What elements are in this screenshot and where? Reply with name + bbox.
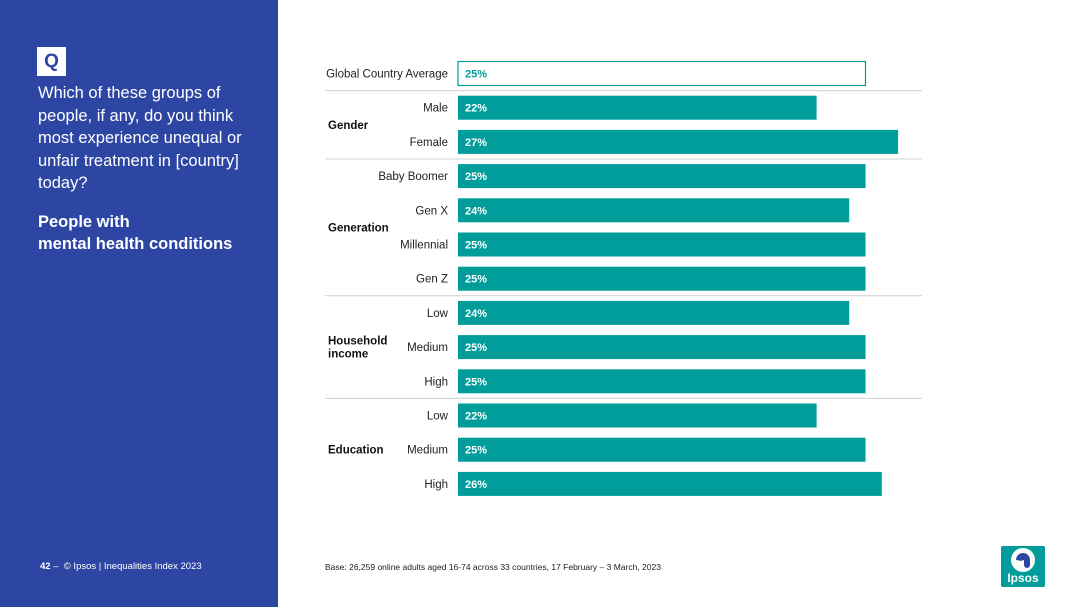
bar-value-label: 24% — [465, 205, 487, 217]
category-label: Gen Z — [416, 274, 448, 286]
bar — [458, 266, 866, 291]
group-label: Generation — [328, 222, 389, 234]
bar — [458, 300, 850, 325]
logo-mark — [1016, 553, 1030, 568]
reference-bar — [457, 60, 867, 87]
bar — [458, 403, 817, 428]
category-label: Medium — [407, 445, 448, 457]
bar — [458, 471, 882, 496]
bar — [458, 129, 899, 154]
bar — [458, 335, 866, 360]
bar — [458, 232, 866, 257]
category-label: Gen X — [415, 205, 448, 217]
logo-text: Ipsos — [1007, 571, 1039, 585]
group-label: income — [328, 349, 368, 361]
bar-value-label: 25% — [465, 376, 487, 388]
bar-value-label: 27% — [465, 137, 487, 149]
bar — [458, 198, 850, 223]
bar-value-label: 26% — [465, 479, 487, 491]
subject-line-1: People with — [38, 213, 130, 231]
bar-value-label: 22% — [465, 411, 487, 423]
base-note: Base: 26,259 online adults aged 16-74 ac… — [325, 562, 661, 572]
subject-line-2: mental health conditions — [38, 235, 233, 253]
reference-label: Global Country Average — [326, 69, 448, 81]
subject-title: People with mental health conditions — [38, 211, 268, 255]
category-label: Female — [410, 137, 448, 149]
copyright: © Ipsos | Inequalities Index 2023 — [63, 561, 202, 572]
group-label: Education — [328, 445, 384, 457]
category-label: Baby Boomer — [378, 171, 448, 183]
page-number: 42 — [40, 561, 51, 572]
group-label: Household — [328, 336, 387, 348]
question-text: Which of these groups of people, if any,… — [38, 84, 242, 192]
group-label: Gender — [328, 120, 369, 132]
bar-value-label: 25% — [465, 445, 487, 457]
category-label: Male — [423, 103, 448, 115]
bar-value-label: 25% — [465, 171, 487, 183]
category-label: High — [424, 479, 448, 491]
bar-value-label: 22% — [465, 103, 487, 115]
bar — [458, 95, 817, 120]
bar — [458, 437, 866, 462]
category-label: Millennial — [400, 240, 448, 252]
bar-value-label: 24% — [465, 308, 487, 320]
left-panel: Q Which of these groups of people, if an… — [0, 0, 278, 607]
question-badge: Q — [37, 47, 66, 76]
reference-value-label: 25% — [465, 69, 487, 81]
category-label: High — [424, 376, 448, 388]
bar — [458, 164, 866, 189]
category-label: Low — [427, 411, 449, 423]
bar-value-label: 25% — [465, 274, 487, 286]
footer-left: 42 – © Ipsos | Inequalities Index 2023 — [40, 561, 202, 572]
footer-dash: – — [53, 561, 59, 572]
bar — [458, 369, 866, 394]
ipsos-logo: Ipsos — [1001, 546, 1045, 587]
category-label: Low — [427, 308, 449, 320]
bar-value-label: 25% — [465, 342, 487, 354]
bar-value-label: 25% — [465, 240, 487, 252]
category-label: Medium — [407, 342, 448, 354]
